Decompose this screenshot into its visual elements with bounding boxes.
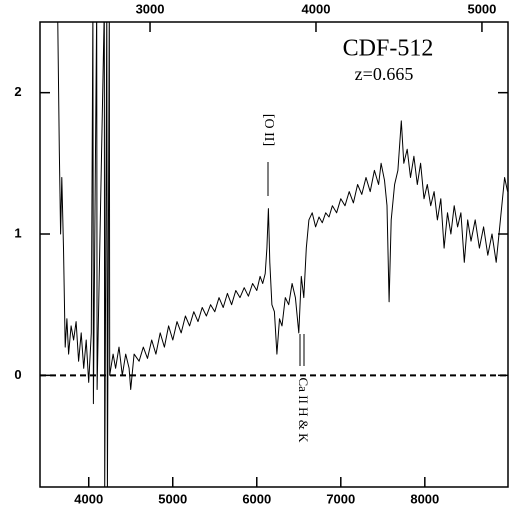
annotation-caii: Ca II H & K xyxy=(296,378,311,444)
y-tick-label: 1 xyxy=(14,225,21,240)
chart-subtitle: z=0.665 xyxy=(355,64,414,84)
annotation-oii: [O II] xyxy=(261,114,276,146)
x2-tick-label: 4000 xyxy=(302,1,331,16)
x2-tick-label: 5000 xyxy=(467,1,496,16)
x-tick-label: 4000 xyxy=(74,491,103,506)
y-tick-label: 0 xyxy=(14,367,21,382)
x-tick-label: 7000 xyxy=(326,491,355,506)
spectrum-line xyxy=(57,22,508,487)
y-tick-label: 2 xyxy=(14,84,21,99)
plot-area xyxy=(57,22,508,487)
x-tick-label: 8000 xyxy=(410,491,439,506)
chart-title: CDF-512 xyxy=(343,36,434,62)
x-tick-label: 5000 xyxy=(158,491,187,506)
x-tick-label: 6000 xyxy=(242,491,271,506)
x2-tick-label: 3000 xyxy=(136,1,165,16)
plot-frame xyxy=(39,21,509,488)
